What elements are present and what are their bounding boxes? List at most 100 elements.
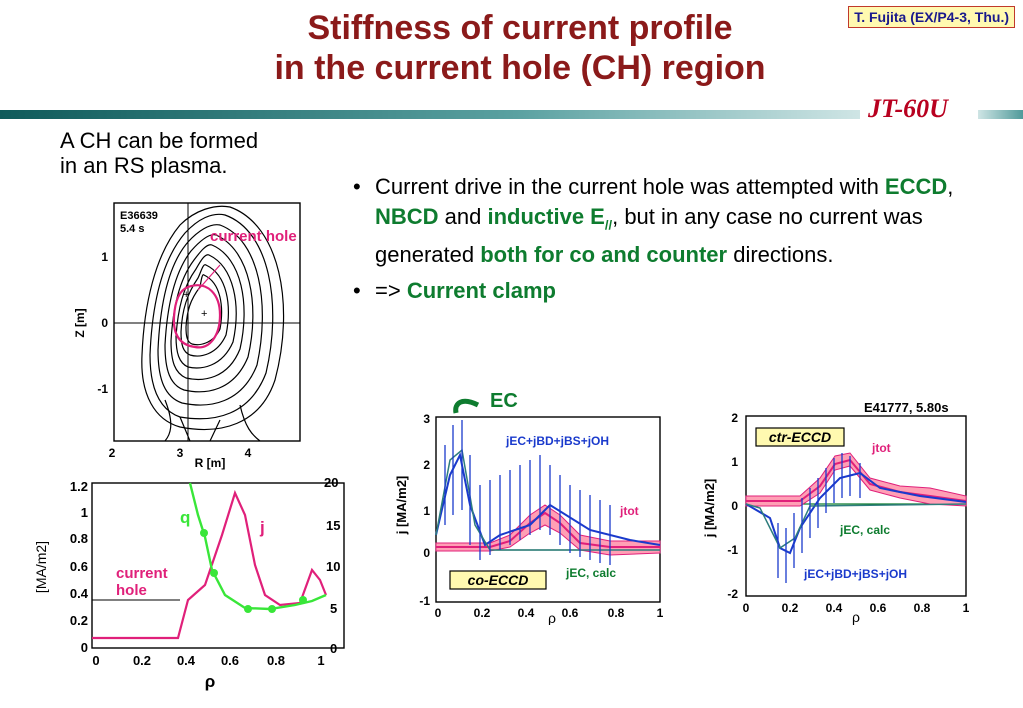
eq-ylabel: Z [m] xyxy=(73,308,87,337)
co-calc-curve xyxy=(435,448,660,551)
co-ytick-m1: -1 xyxy=(419,594,430,608)
b1-inductive: inductive E xyxy=(487,204,605,229)
co-errorbars xyxy=(444,420,611,565)
ctr-xtick-1: 1 xyxy=(963,601,970,615)
ctr-xtick-0: 0 xyxy=(743,601,750,615)
flux-surfaces xyxy=(141,205,285,442)
eq-xlabel: R [m] xyxy=(195,456,226,470)
prof-xtick-06: 0.6 xyxy=(221,653,239,668)
q-label: q xyxy=(180,508,190,527)
eq-xtick-4: 4 xyxy=(245,446,252,460)
ctr-xlabel: ρ xyxy=(852,609,860,625)
ctr-xtick-06: 0.6 xyxy=(870,601,887,615)
co-sum-label: jEC+jBD+jBS+jOH xyxy=(505,434,609,448)
co-xtick-04: 0.4 xyxy=(518,606,535,620)
prof-yrtick-20: 20 xyxy=(324,475,338,490)
b1-text: Current drive in the current hole was at… xyxy=(375,174,885,199)
prof-yrtick-15: 15 xyxy=(326,518,340,533)
b1-nbcd: NBCD xyxy=(375,204,439,229)
ctr-xtick-08: 0.8 xyxy=(914,601,931,615)
ctr-ytick-m1: -1 xyxy=(727,543,738,557)
title-line-1: Stiffness of current profile xyxy=(307,9,733,47)
b1-eccd: ECCD xyxy=(884,174,948,199)
co-xtick-08: 0.8 xyxy=(608,606,625,620)
co-xtick-0: 0 xyxy=(435,606,442,620)
axis-plus-2: + xyxy=(183,289,189,301)
co-xtick-1: 1 xyxy=(657,606,664,620)
co-eccd-label: co-ECCD xyxy=(468,572,529,588)
co-ytick-1: 1 xyxy=(423,504,430,518)
eq-ytick-m1: -1 xyxy=(97,382,108,396)
b1-text-2: , but in any case no current was generat… xyxy=(375,204,923,268)
co-ytick-2: 2 xyxy=(423,458,430,472)
j-curve xyxy=(92,489,328,640)
ch-label-2: hole xyxy=(116,582,147,599)
ctr-sum-curve xyxy=(745,471,967,555)
co-ytick-3: 3 xyxy=(423,412,430,426)
profile-plot: current hole q j 1.2 1 0.8 0.6 0.4 0.2 0… xyxy=(33,475,345,691)
prof-xtick-0: 0 xyxy=(92,653,99,668)
jt60u-label: JT-60U xyxy=(868,94,948,123)
ch-pointer xyxy=(197,264,221,291)
ec-arrow xyxy=(453,398,480,414)
ctr-ytick-m2: -2 xyxy=(727,587,738,601)
eq-current-hole-label: current hole xyxy=(210,228,297,245)
b1-both: both for co and counter xyxy=(480,242,728,268)
current-hole-contour xyxy=(172,284,222,349)
header-rule-left xyxy=(0,110,860,119)
ctr-ytick-0: 0 xyxy=(731,499,738,513)
co-ytick-0: 0 xyxy=(423,546,430,560)
prof-yrtick-5: 5 xyxy=(330,601,337,616)
co-eccd-plot: EC jEC+jBD+jBS+jOH jtot jEC, calc co-ECC… xyxy=(394,390,664,625)
header-rule-right xyxy=(978,110,1023,119)
ctr-eccd-label: ctr-ECCD xyxy=(769,429,831,445)
co-xtick-06: 0.6 xyxy=(562,606,579,620)
co-calc-label: jEC, calc xyxy=(565,566,616,580)
ctr-shot: E41777, 5.80s xyxy=(864,400,949,415)
title-line-2: in the current hole (CH) region xyxy=(274,49,766,87)
bullet-2: => Current clamp xyxy=(353,276,1003,306)
equilibrium-plot: + + E36639 5.4 s current hole 1 0 -1 2 3… xyxy=(73,202,301,470)
bullet-1: Current drive in the current hole was at… xyxy=(353,172,1003,270)
prof-ytick-10: 1 xyxy=(81,505,88,520)
co-xtick-02: 0.2 xyxy=(474,606,491,620)
co-ylabel: j [MA/m2] xyxy=(394,476,409,536)
b2-clamp: Current clamp xyxy=(406,278,556,304)
ctr-xtick-04: 0.4 xyxy=(826,601,843,615)
intro-line-2: in an RS plasma. xyxy=(60,153,228,178)
ctr-ytick-2: 2 xyxy=(731,411,738,425)
intro-line-1: A CH can be formed xyxy=(60,128,259,153)
eq-ytick-0: 0 xyxy=(101,316,108,330)
axis-plus-1: + xyxy=(201,308,207,320)
author-tag: T. Fujita (EX/P4-3, Thu.) xyxy=(848,6,1015,28)
prof-xtick-1: 1 xyxy=(317,653,324,668)
prof-ytick-02: 0.2 xyxy=(70,613,88,628)
prof-xtick-02: 0.2 xyxy=(133,653,151,668)
ctr-jtot-label: jtot xyxy=(871,441,891,455)
prof-xtick-08: 0.8 xyxy=(267,653,285,668)
prof-yrtick-10: 10 xyxy=(326,559,340,574)
ctr-errorbars xyxy=(777,453,861,583)
b1-text-3: directions. xyxy=(727,242,834,268)
prof-ytick-04: 0.4 xyxy=(70,586,89,601)
eq-shot: E36639 xyxy=(120,210,158,222)
co-eccd-box xyxy=(449,570,547,590)
ctr-ytick-1: 1 xyxy=(731,455,738,469)
bullet-list: Current drive in the current hole was at… xyxy=(353,172,1003,306)
ctr-calc-label: jEC, calc xyxy=(839,523,890,537)
ctr-xtick-02: 0.2 xyxy=(782,601,799,615)
prof-ytick-12: 1.2 xyxy=(70,479,88,494)
ch-label-1: current xyxy=(116,565,168,582)
prof-xtick-04: 0.4 xyxy=(177,653,196,668)
j-label: j xyxy=(259,518,265,537)
prof-yrtick-0: 0 xyxy=(330,641,337,656)
prof-ytick-06: 0.6 xyxy=(70,559,88,574)
b1-comma: , xyxy=(947,174,954,199)
ctr-eccd-box xyxy=(755,427,845,447)
ctr-ylabel: j [MA/m2] xyxy=(702,479,717,539)
b2-arrow: => xyxy=(375,278,407,304)
eq-time: 5.4 s xyxy=(120,223,144,235)
intro-text: A CH can be formed in an RS plasma. xyxy=(60,128,258,178)
page-title: Stiffness of current profile in the curr… xyxy=(150,8,890,88)
ctr-sum-label: jEC+jBD+jBS+jOH xyxy=(803,567,907,581)
